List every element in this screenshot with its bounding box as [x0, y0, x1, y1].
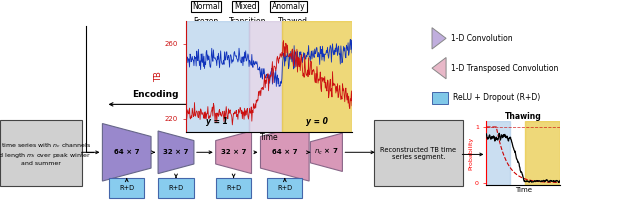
Polygon shape	[216, 131, 252, 174]
Text: 32 × 7: 32 × 7	[221, 149, 246, 155]
Text: Anomaly: Anomaly	[272, 2, 305, 11]
Bar	[525, 121, 560, 185]
Title: Thawing: Thawing	[505, 112, 541, 121]
Bar	[486, 121, 510, 185]
Text: 64 × 7: 64 × 7	[114, 149, 140, 155]
FancyBboxPatch shape	[0, 120, 82, 186]
FancyBboxPatch shape	[109, 178, 145, 198]
Text: Transition: Transition	[229, 17, 266, 26]
Polygon shape	[310, 133, 342, 171]
Text: R+D: R+D	[119, 185, 134, 191]
Text: Thawed: Thawed	[278, 17, 307, 26]
Bar	[249, 21, 282, 132]
Polygon shape	[158, 131, 194, 174]
Text: y = 1: y = 1	[206, 117, 228, 127]
Polygon shape	[102, 124, 151, 181]
Bar	[282, 21, 352, 132]
Text: Reconstructed TB time
series segment.: Reconstructed TB time series segment.	[381, 147, 456, 160]
Y-axis label: Probability: Probability	[468, 137, 474, 170]
Text: $n_c$ × 7: $n_c$ × 7	[314, 147, 339, 157]
Text: Decoding: Decoding	[250, 90, 297, 99]
FancyBboxPatch shape	[374, 120, 463, 186]
Text: ReLU + Dropout (R+D): ReLU + Dropout (R+D)	[453, 94, 540, 102]
Text: 32 × 7: 32 × 7	[163, 149, 189, 155]
Text: Normal: Normal	[192, 2, 220, 11]
X-axis label: Time: Time	[259, 134, 278, 142]
Text: 1-D Convolution: 1-D Convolution	[451, 34, 513, 43]
Text: y = 0: y = 0	[307, 117, 328, 127]
FancyBboxPatch shape	[216, 178, 251, 198]
Text: Encoding: Encoding	[132, 90, 178, 99]
FancyBboxPatch shape	[432, 92, 448, 104]
FancyBboxPatch shape	[159, 178, 193, 198]
Polygon shape	[260, 124, 309, 181]
Polygon shape	[432, 28, 446, 49]
Text: 64 × 7: 64 × 7	[272, 149, 298, 155]
Bar	[186, 21, 249, 132]
Text: Mixed: Mixed	[234, 2, 257, 11]
Text: R+D: R+D	[168, 185, 184, 191]
FancyBboxPatch shape	[268, 178, 302, 198]
Y-axis label: TB: TB	[154, 71, 163, 82]
Text: 1-D Transposed Convolution: 1-D Transposed Convolution	[451, 64, 559, 73]
Text: Frozen: Frozen	[193, 17, 219, 26]
Text: R+D: R+D	[277, 185, 292, 191]
X-axis label: Time: Time	[515, 187, 532, 193]
Polygon shape	[432, 58, 446, 79]
Text: R+D: R+D	[226, 185, 241, 191]
Text: TB time series with $n_c$ channels
and length $m_i$ over peak winter
and summer: TB time series with $n_c$ channels and l…	[0, 141, 91, 166]
